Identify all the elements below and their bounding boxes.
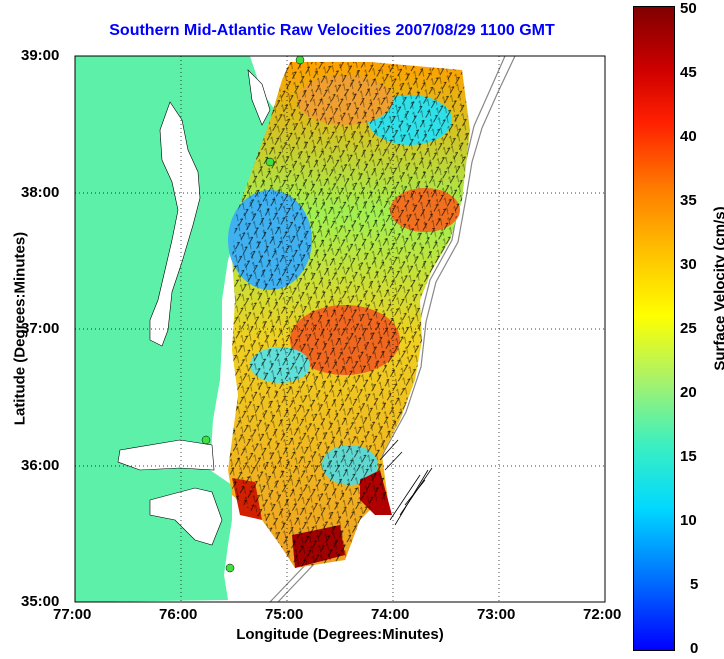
station-marker-icon	[265, 157, 275, 167]
delaware-bay	[247, 69, 271, 126]
velocity-arrows	[379, 439, 433, 526]
colorbar	[633, 6, 675, 651]
station-marker-icon	[201, 435, 211, 445]
station-marker-icon	[225, 563, 235, 573]
colorbar-tick: 20	[680, 384, 697, 401]
x-tick: 72:00	[583, 606, 622, 623]
chesapeake-bay	[149, 101, 201, 347]
colorbar-tick: 30	[680, 256, 697, 273]
x-tick: 74:00	[371, 606, 410, 623]
x-tick: 76:00	[159, 606, 198, 623]
colorbar-tick: 5	[690, 576, 699, 593]
x-tick: 73:00	[477, 606, 516, 623]
y-tick: 37:00	[21, 320, 60, 337]
grid-lines	[75, 56, 605, 602]
colorbar-tick: 10	[680, 512, 697, 529]
y-axis-label: Latitude (Degrees:Minutes)	[11, 231, 29, 426]
pamlico-sound	[149, 487, 223, 546]
colorbar-tick: 35	[680, 192, 697, 209]
y-tick: 35:00	[21, 593, 60, 610]
colorbar-tick: 0	[690, 640, 699, 657]
station-marker-icon	[295, 55, 305, 65]
colorbar-tick: 25	[680, 320, 697, 337]
x-axis-label: Longitude (Degrees:Minutes)	[236, 626, 444, 643]
figure-title: Southern Mid-Atlantic Raw Velocities 200…	[109, 22, 555, 39]
colorbar-tick: 45	[680, 64, 697, 81]
albemarle-sound	[117, 439, 215, 471]
colorbar-label: Surface Velocity (cm/s)	[711, 206, 724, 371]
x-tick: 75:00	[265, 606, 304, 623]
y-tick: 38:00	[21, 184, 60, 201]
x-tick: 77:00	[53, 606, 92, 623]
figure-title-row: Southern Mid-Atlantic Raw Velocities 200…	[0, 22, 724, 40]
axes-frame	[74, 55, 606, 603]
velocity-arrows	[228, 62, 470, 568]
colorbar-tick: 40	[680, 128, 697, 145]
colorbar-tick: 50	[680, 0, 697, 17]
colorbar-tick: 15	[680, 448, 697, 465]
y-tick: 36:00	[21, 457, 60, 474]
y-tick: 39:00	[21, 47, 60, 64]
